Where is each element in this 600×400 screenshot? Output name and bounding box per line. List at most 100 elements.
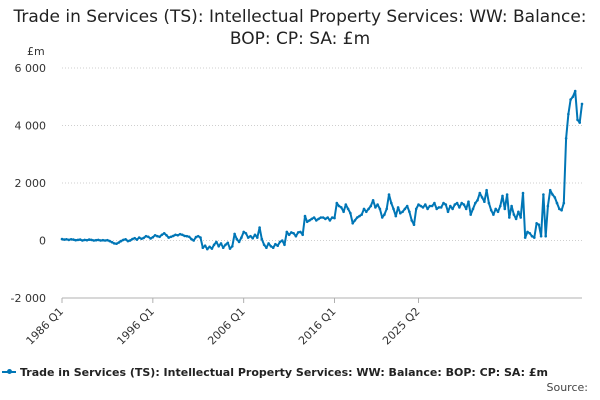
data-point[interactable]	[110, 240, 114, 244]
data-point[interactable]	[396, 206, 400, 209]
data-point[interactable]	[185, 234, 189, 238]
data-point[interactable]	[203, 244, 207, 247]
data-point[interactable]	[485, 188, 488, 192]
data-point[interactable]	[569, 98, 572, 101]
data-point[interactable]	[290, 231, 293, 234]
data-point[interactable]	[539, 234, 543, 238]
data-point[interactable]	[421, 206, 425, 209]
data-point[interactable]	[115, 242, 118, 245]
data-point[interactable]	[428, 204, 432, 208]
data-point[interactable]	[112, 242, 116, 245]
data-point[interactable]	[430, 204, 434, 208]
data-point[interactable]	[221, 246, 225, 249]
data-point[interactable]	[405, 204, 409, 208]
data-point[interactable]	[117, 241, 121, 244]
data-point[interactable]	[160, 233, 164, 237]
data-point[interactable]	[537, 223, 541, 226]
data-point[interactable]	[510, 204, 513, 208]
data-point[interactable]	[326, 216, 330, 219]
data-point[interactable]	[480, 196, 484, 199]
data-point[interactable]	[324, 217, 327, 221]
data-point[interactable]	[83, 238, 86, 242]
data-point[interactable]	[526, 230, 529, 234]
data-point[interactable]	[414, 207, 418, 211]
data-point[interactable]	[412, 223, 416, 226]
data-point[interactable]	[458, 206, 461, 209]
data-point[interactable]	[378, 207, 382, 211]
data-point[interactable]	[153, 234, 157, 237]
data-point[interactable]	[576, 118, 579, 122]
data-point[interactable]	[444, 203, 448, 206]
data-point[interactable]	[233, 232, 236, 236]
data-point[interactable]	[474, 201, 477, 205]
data-point[interactable]	[217, 245, 220, 248]
data-point[interactable]	[142, 236, 145, 240]
data-point[interactable]	[69, 238, 73, 241]
data-point[interactable]	[296, 231, 300, 234]
data-point[interactable]	[294, 234, 298, 238]
data-point[interactable]	[156, 234, 159, 238]
data-point[interactable]	[417, 203, 420, 206]
data-point[interactable]	[435, 207, 439, 211]
data-point[interactable]	[283, 243, 286, 247]
data-point[interactable]	[533, 236, 536, 239]
data-point[interactable]	[374, 206, 377, 209]
data-point[interactable]	[451, 207, 454, 211]
data-point[interactable]	[244, 232, 248, 235]
data-point[interactable]	[276, 244, 280, 247]
data-point[interactable]	[81, 239, 84, 242]
data-point[interactable]	[103, 239, 107, 242]
data-point[interactable]	[558, 207, 561, 211]
data-point[interactable]	[124, 238, 127, 241]
data-point[interactable]	[426, 207, 429, 211]
data-point[interactable]	[308, 219, 311, 222]
data-point[interactable]	[196, 234, 200, 238]
data-point[interactable]	[419, 204, 423, 208]
data-point[interactable]	[521, 191, 525, 195]
data-point[interactable]	[449, 204, 452, 208]
data-point[interactable]	[126, 239, 130, 243]
data-point[interactable]	[119, 239, 123, 243]
data-point[interactable]	[208, 245, 211, 249]
data-point[interactable]	[401, 210, 404, 214]
data-point[interactable]	[340, 206, 343, 209]
data-point[interactable]	[560, 209, 563, 212]
data-point[interactable]	[439, 206, 443, 209]
data-point[interactable]	[337, 204, 341, 208]
data-point[interactable]	[371, 199, 375, 202]
data-point[interactable]	[353, 219, 357, 222]
data-point[interactable]	[523, 236, 527, 239]
data-point[interactable]	[562, 201, 566, 205]
data-point[interactable]	[206, 247, 209, 251]
data-point[interactable]	[464, 207, 468, 211]
data-point[interactable]	[162, 232, 166, 235]
data-point[interactable]	[580, 102, 584, 106]
data-point[interactable]	[499, 204, 502, 208]
data-point[interactable]	[310, 217, 314, 221]
data-point[interactable]	[231, 245, 234, 248]
data-point[interactable]	[260, 237, 264, 241]
data-point[interactable]	[192, 239, 195, 242]
data-point[interactable]	[553, 196, 557, 199]
data-point[interactable]	[528, 232, 532, 235]
data-point[interactable]	[212, 243, 216, 247]
data-point[interactable]	[460, 201, 464, 205]
data-point[interactable]	[67, 238, 71, 242]
data-point[interactable]	[433, 201, 436, 205]
data-point[interactable]	[351, 222, 355, 225]
data-point[interactable]	[328, 219, 332, 222]
data-point[interactable]	[496, 210, 500, 214]
data-point[interactable]	[262, 243, 266, 247]
data-point[interactable]	[437, 206, 441, 209]
data-point[interactable]	[178, 232, 182, 236]
data-point[interactable]	[469, 213, 473, 216]
data-point[interactable]	[128, 239, 132, 242]
data-point[interactable]	[564, 137, 568, 140]
data-point[interactable]	[478, 191, 482, 195]
data-point[interactable]	[147, 235, 150, 239]
data-point[interactable]	[176, 234, 180, 237]
data-point[interactable]	[287, 233, 291, 237]
data-point[interactable]	[140, 237, 143, 241]
data-point[interactable]	[299, 230, 302, 234]
data-point[interactable]	[462, 203, 466, 206]
